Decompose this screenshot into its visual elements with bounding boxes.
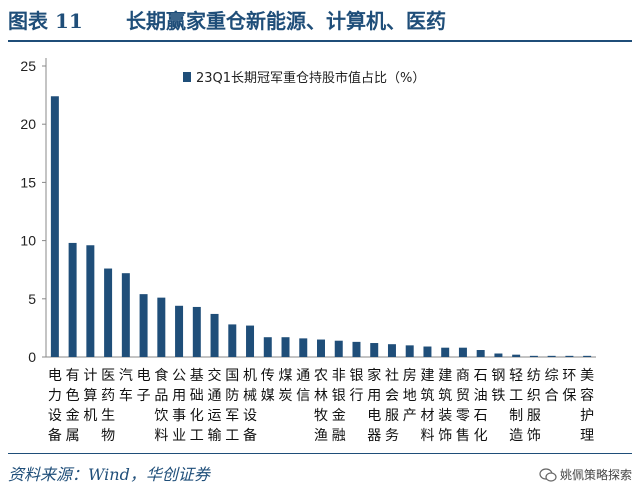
y-tick-label: 5 [28, 291, 36, 307]
x-tick-label: 社会服务 [385, 368, 399, 444]
bar [281, 337, 290, 357]
y-tick-label: 15 [20, 174, 36, 190]
source-note: 资料来源：Wind，华创证券 [8, 465, 210, 484]
bar-chart: 0 5 10 15 20 25 23Q1长期冠军重仓持股市值占比（%） 电力设备有色金属计算机… [20, 58, 596, 444]
figure-title: 长期赢家重仓新能源、计算机、医药 [126, 9, 446, 33]
x-tick-label: 食品饮料 [154, 367, 168, 444]
wechat-icon [539, 467, 557, 482]
footer-divider [8, 453, 632, 454]
bar [458, 347, 467, 357]
x-tick-label: 建筑装饰 [438, 368, 452, 444]
bar [121, 273, 130, 357]
bar [565, 355, 574, 357]
x-tick-label: 机械设备 [243, 368, 257, 444]
legend-swatch [183, 72, 191, 82]
x-tick-label: 基础化工 [190, 367, 204, 444]
x-tick-label: 非银金融 [332, 368, 346, 444]
bar [370, 343, 379, 357]
figure-header: 图表 11 长期赢家重仓新能源、计算机、医药 [0, 0, 640, 44]
bar [246, 325, 255, 357]
bar [529, 355, 538, 357]
y-tick-label: 20 [20, 116, 36, 132]
bar [50, 96, 59, 357]
bar [352, 341, 361, 357]
x-tick-label: 钢铁 [491, 368, 505, 404]
bar [476, 350, 485, 357]
x-tick-label: 通信 [296, 368, 310, 404]
x-tick-label: 国防军工 [225, 368, 239, 444]
bar [334, 340, 343, 357]
watermark: 姚佩策略探索 [539, 466, 632, 483]
bar [139, 294, 148, 357]
x-tick-label: 有色金属 [66, 368, 80, 444]
x-tick-label: 传媒 [261, 368, 275, 404]
x-tick-label: 农林牧渔 [314, 368, 328, 444]
x-tick-label: 综合 [545, 368, 559, 404]
y-tick-label: 0 [28, 349, 36, 365]
x-tick-label: 计算机 [83, 368, 97, 424]
bar [583, 355, 592, 357]
bar [68, 242, 77, 357]
x-tick-label: 煤炭 [279, 368, 293, 404]
x-tick-label: 房地产 [403, 368, 417, 424]
x-tick-label: 美容护理 [580, 368, 594, 444]
bar [263, 337, 272, 357]
bar [423, 346, 432, 357]
bar [210, 313, 219, 357]
bar [228, 324, 237, 357]
x-tick-label: 家用电器 [367, 367, 381, 444]
bar [175, 305, 184, 357]
x-tick-label: 公用事业 [172, 368, 186, 444]
bar [317, 339, 325, 357]
x-tick-label: 建筑材料 [420, 368, 434, 444]
y-tick-label: 10 [20, 233, 36, 249]
x-tick-label: 纺织服饰 [527, 368, 541, 444]
bar [299, 338, 308, 357]
x-tick-label: 环保 [562, 368, 576, 404]
x-tick-label: 石油石化 [474, 368, 488, 444]
x-tick-label: 汽车 [119, 368, 133, 404]
x-tick-label: 医药生物 [101, 368, 115, 444]
bar [441, 347, 450, 357]
bar [86, 245, 95, 357]
watermark-text: 姚佩策略探索 [559, 468, 632, 482]
header-divider [8, 40, 632, 42]
figure-number: 图表 11 [8, 9, 83, 33]
bar [494, 353, 503, 357]
bar [157, 297, 166, 357]
bar [387, 344, 396, 357]
y-tick-label: 25 [20, 58, 36, 74]
bar [547, 355, 556, 357]
bar [192, 306, 201, 357]
x-tick-label: 电力设备 [48, 368, 62, 444]
x-tick-label: 轻工制造 [509, 368, 523, 444]
x-tick-label: 银行 [349, 368, 363, 404]
x-tick-label: 交通运输 [208, 367, 222, 444]
x-tick-label: 电子 [137, 368, 151, 404]
x-tick-label: 商贸零售 [456, 368, 470, 444]
bar [512, 354, 521, 357]
bar [405, 345, 414, 357]
legend-label: 23Q1长期冠军重仓持股市值占比（%） [196, 70, 425, 86]
bar [104, 268, 113, 357]
